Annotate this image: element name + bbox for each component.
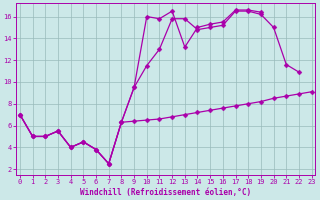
X-axis label: Windchill (Refroidissement éolien,°C): Windchill (Refroidissement éolien,°C) xyxy=(80,188,251,197)
